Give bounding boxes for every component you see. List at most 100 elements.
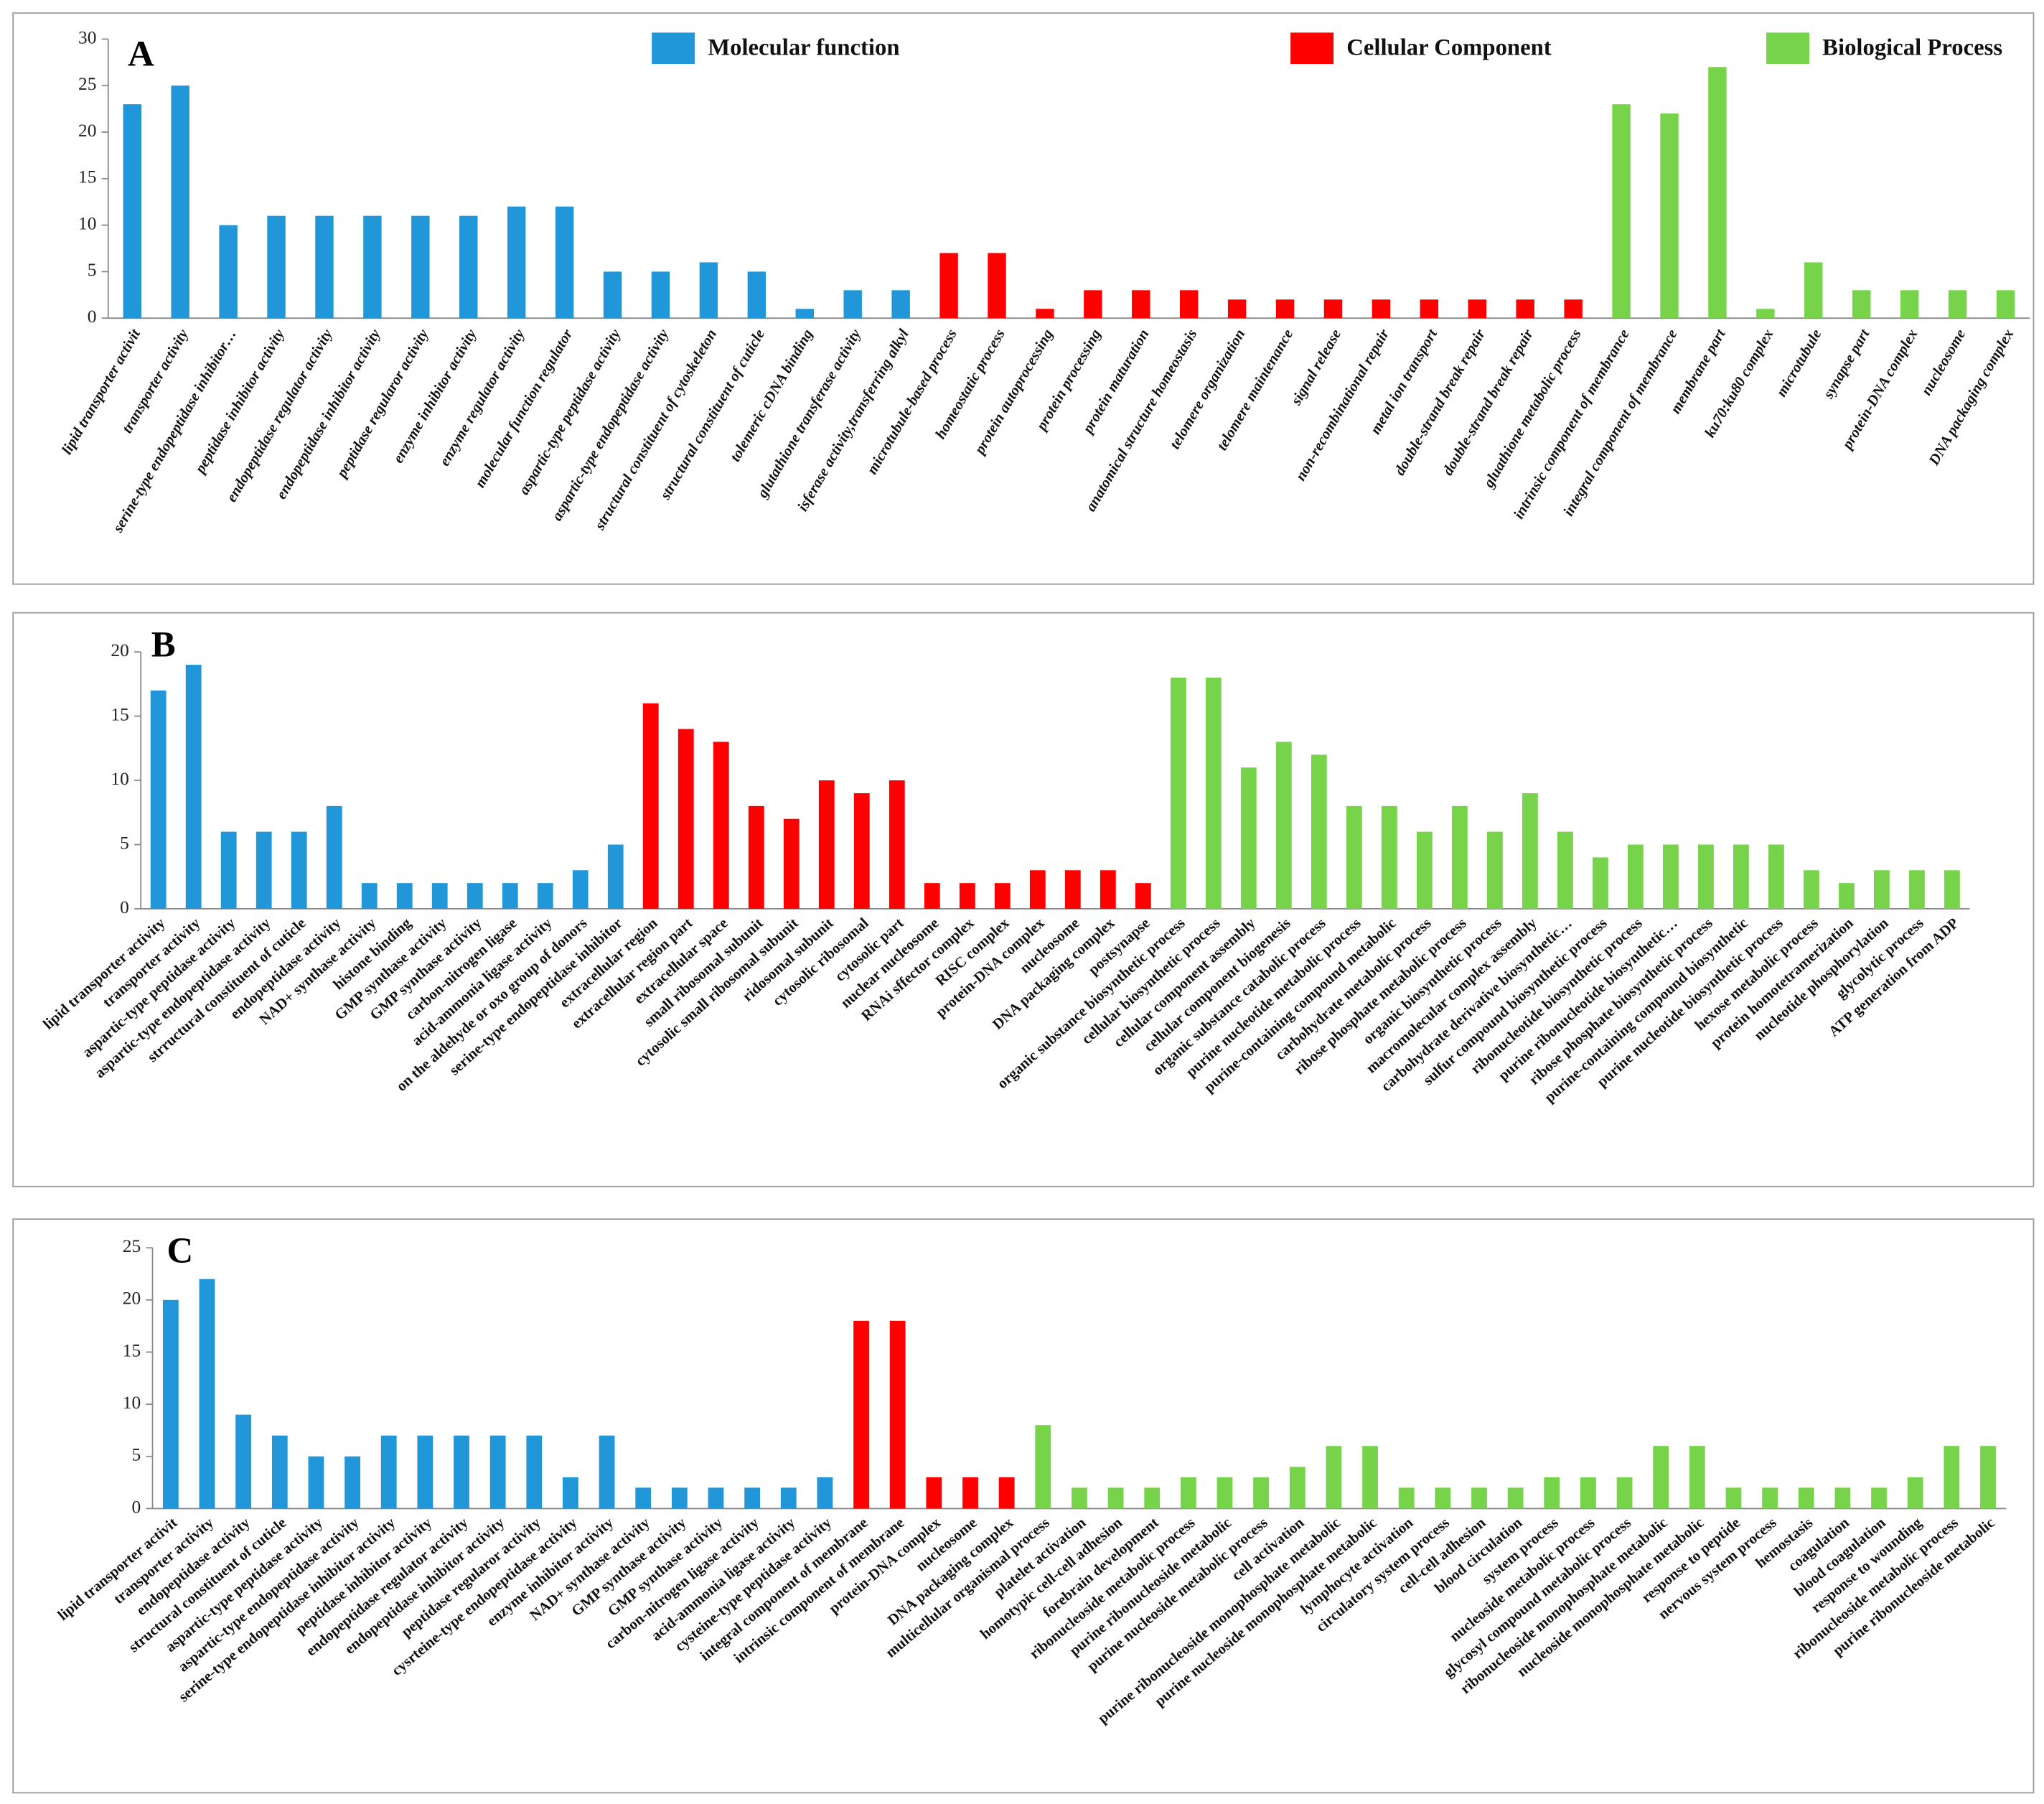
y-tick-label: 20 bbox=[111, 640, 128, 660]
bar bbox=[1362, 1446, 1378, 1509]
bar bbox=[1486, 831, 1503, 909]
bar bbox=[315, 215, 334, 319]
bar bbox=[1507, 1487, 1524, 1509]
bar bbox=[1698, 844, 1714, 909]
bar bbox=[267, 215, 286, 319]
bar bbox=[853, 1320, 869, 1509]
bar bbox=[1944, 1446, 1960, 1509]
legend-label: Biological Process bbox=[1822, 35, 2002, 61]
bar bbox=[271, 1435, 288, 1509]
panel-border bbox=[12, 612, 2035, 1187]
bar bbox=[431, 883, 448, 909]
bar bbox=[502, 883, 518, 909]
bar bbox=[607, 844, 624, 909]
bar bbox=[1689, 1446, 1705, 1509]
bar bbox=[1874, 870, 1890, 909]
bar bbox=[467, 883, 483, 909]
y-tick-label: 15 bbox=[123, 1340, 141, 1360]
bar bbox=[994, 883, 1011, 909]
bar bbox=[1564, 299, 1583, 319]
bar bbox=[1416, 831, 1433, 909]
bar bbox=[817, 1477, 833, 1509]
bar bbox=[1471, 1487, 1487, 1509]
legend-swatch bbox=[1766, 32, 1810, 64]
bar bbox=[344, 1456, 360, 1509]
bar bbox=[1372, 299, 1391, 319]
bar bbox=[1451, 805, 1468, 909]
bar bbox=[1326, 1446, 1342, 1509]
bar bbox=[1725, 1487, 1742, 1509]
bar bbox=[185, 665, 202, 909]
bar bbox=[998, 1477, 1015, 1509]
bar bbox=[1580, 1477, 1596, 1509]
y-tick-label: 5 bbox=[120, 833, 129, 853]
bar bbox=[1216, 1477, 1233, 1509]
bar bbox=[1468, 299, 1487, 319]
bar bbox=[1592, 857, 1608, 909]
bar bbox=[1907, 1477, 1923, 1509]
bar bbox=[747, 271, 766, 319]
bar bbox=[783, 818, 800, 909]
bar bbox=[1420, 299, 1439, 319]
bar bbox=[959, 883, 975, 909]
bar bbox=[308, 1456, 324, 1509]
bar bbox=[1996, 290, 2015, 319]
bar bbox=[1948, 290, 1967, 319]
bar bbox=[1944, 870, 1960, 909]
bar bbox=[1036, 309, 1054, 319]
bar bbox=[962, 1477, 978, 1509]
bar bbox=[563, 1477, 578, 1509]
bar bbox=[417, 1435, 433, 1509]
bar bbox=[651, 271, 670, 319]
bar bbox=[361, 883, 378, 909]
y-tick-label: 10 bbox=[123, 1393, 141, 1413]
y-tick-label: 5 bbox=[88, 260, 97, 280]
bar bbox=[1179, 290, 1199, 319]
bar bbox=[255, 831, 272, 909]
bar bbox=[1834, 1487, 1851, 1509]
bar bbox=[1756, 309, 1775, 319]
bar bbox=[1708, 67, 1727, 319]
bar bbox=[1029, 870, 1046, 909]
bar bbox=[924, 883, 940, 909]
bar bbox=[1275, 742, 1292, 909]
bar bbox=[1804, 262, 1823, 319]
bar bbox=[235, 1414, 252, 1509]
y-tick-label: 10 bbox=[78, 213, 96, 233]
bar bbox=[891, 290, 910, 319]
bar bbox=[526, 1435, 543, 1509]
bar bbox=[635, 1487, 652, 1509]
bar bbox=[1516, 299, 1534, 319]
bar bbox=[1839, 883, 1855, 909]
bar bbox=[1107, 1487, 1124, 1509]
bar bbox=[171, 85, 189, 319]
bar bbox=[1660, 113, 1679, 319]
bar bbox=[1852, 290, 1871, 319]
bar bbox=[1627, 844, 1644, 909]
y-tick-label: 0 bbox=[120, 897, 129, 917]
bar bbox=[818, 780, 835, 909]
bar bbox=[411, 215, 430, 319]
bar bbox=[1381, 805, 1397, 909]
bar bbox=[1205, 677, 1222, 909]
bar bbox=[123, 104, 141, 319]
bar bbox=[1035, 1425, 1051, 1509]
bar bbox=[1871, 1487, 1887, 1509]
bar bbox=[1616, 1477, 1633, 1509]
bar bbox=[1798, 1487, 1814, 1509]
bar bbox=[1135, 883, 1151, 909]
bar bbox=[326, 805, 342, 909]
y-tick-label: 25 bbox=[78, 74, 96, 94]
bar bbox=[199, 1279, 215, 1509]
bar bbox=[555, 206, 574, 319]
bar bbox=[1557, 831, 1573, 909]
bar bbox=[459, 215, 478, 319]
bar bbox=[537, 883, 553, 909]
bar bbox=[1909, 870, 1925, 909]
bar bbox=[1144, 1487, 1161, 1509]
bar bbox=[1100, 870, 1116, 909]
